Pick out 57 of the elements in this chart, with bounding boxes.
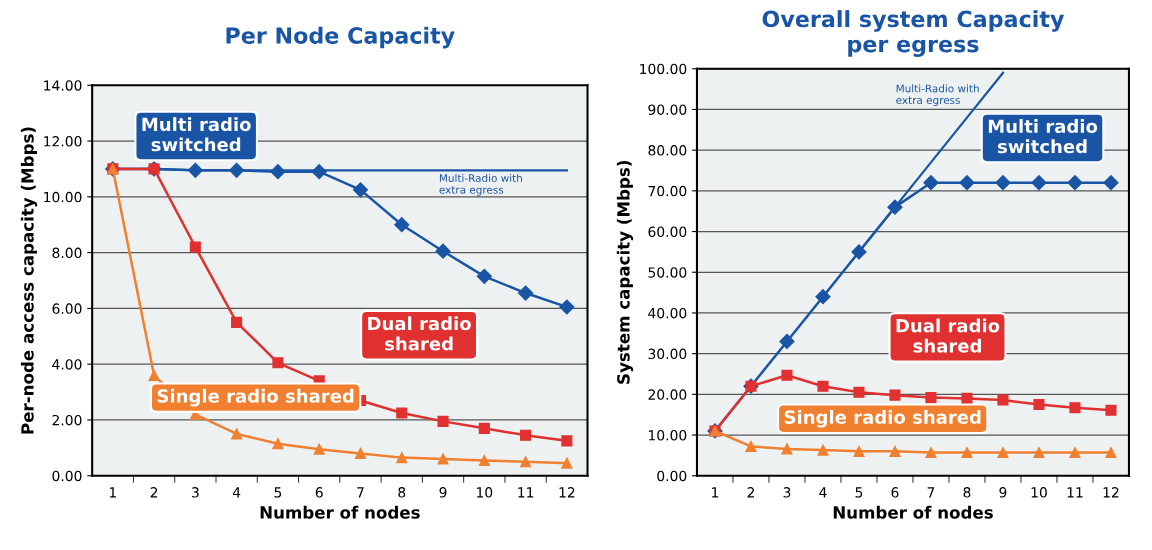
x-tick-label: 1	[712, 487, 719, 498]
x-tick-label: 12	[559, 487, 575, 498]
text: Dual radio shared	[368, 316, 471, 351]
x-tick-label: 3	[192, 487, 199, 498]
x-tick-label: 11	[1067, 487, 1083, 498]
y-tick-label: 14.00	[44, 80, 82, 91]
x-tick-label: 7	[927, 487, 935, 498]
x-tick-label: 8	[398, 487, 406, 498]
y-tick-label: 60.00	[648, 226, 687, 238]
text: Dual radio shared	[896, 318, 1000, 353]
y-axis-title: Per-node access capacity (Mbps)	[20, 127, 38, 434]
x-tick-label: 4	[232, 487, 241, 498]
chart-title: Per Node Capacity	[226, 26, 455, 49]
x-tick-label: 11	[518, 487, 534, 498]
y-tick-label: 12.00	[44, 136, 82, 147]
x-tick-label: 4	[819, 487, 827, 498]
x-tick-label: 1	[109, 487, 116, 498]
x-tick-label: 12	[1103, 487, 1119, 498]
x-axis-title: Number of nodes	[833, 505, 993, 519]
x-axis-title: Number of nodes	[260, 505, 420, 519]
series-label: Multi radio switched	[142, 117, 251, 152]
y-axis-title: System capacity (Mbps)	[616, 161, 634, 384]
series-label: Multi-Radio with extra egress	[439, 173, 522, 196]
x-tick-label: 3	[783, 487, 791, 498]
x-tick-label: 5	[274, 487, 282, 498]
x-tick-label: 2	[747, 487, 754, 498]
y-tick-label: 30.00	[648, 348, 687, 360]
y-tick-label: 0.00	[52, 470, 82, 482]
x-tick-label: 5	[855, 487, 863, 498]
series-label: Multi radio switched	[988, 119, 1098, 154]
x-tick-label: 6	[315, 487, 323, 498]
y-tick-label: 4.00	[52, 359, 82, 370]
chart-title: Overall system Capacity per egress	[762, 10, 1065, 57]
x-tick-label: 9	[439, 487, 447, 498]
series-label: Single radio shared	[784, 409, 981, 428]
y-tick-label: 40.00	[648, 307, 687, 319]
y-tick-label: 10.00	[649, 430, 687, 441]
x-tick-label: 9	[999, 487, 1007, 498]
x-tick-label: 6	[891, 487, 899, 498]
y-tick-label: 0.00	[657, 470, 687, 482]
x-tick-label: 8	[963, 487, 971, 498]
x-tick-label: 2	[150, 487, 158, 498]
series-label: Multi-Radio with extra egress	[896, 84, 979, 107]
y-tick-label: 50.00	[648, 267, 687, 278]
y-tick-label: 90.00	[648, 104, 687, 115]
x-tick-label: 7	[357, 487, 364, 498]
y-tick-label: 10.00	[44, 191, 82, 203]
y-tick-label: 2.00	[52, 414, 82, 426]
y-tick-label: 6.00	[52, 303, 82, 314]
x-tick-label: 10	[1031, 487, 1047, 498]
y-tick-label: 8.00	[52, 247, 82, 259]
y-tick-label: 70.00	[648, 185, 687, 197]
y-tick-label: 80.00	[648, 145, 687, 156]
y-tick-label: 100.00	[640, 63, 687, 75]
x-tick-label: 10	[477, 487, 493, 498]
series-label: Single radio shared	[157, 388, 354, 407]
y-tick-label: 20.00	[648, 389, 687, 400]
